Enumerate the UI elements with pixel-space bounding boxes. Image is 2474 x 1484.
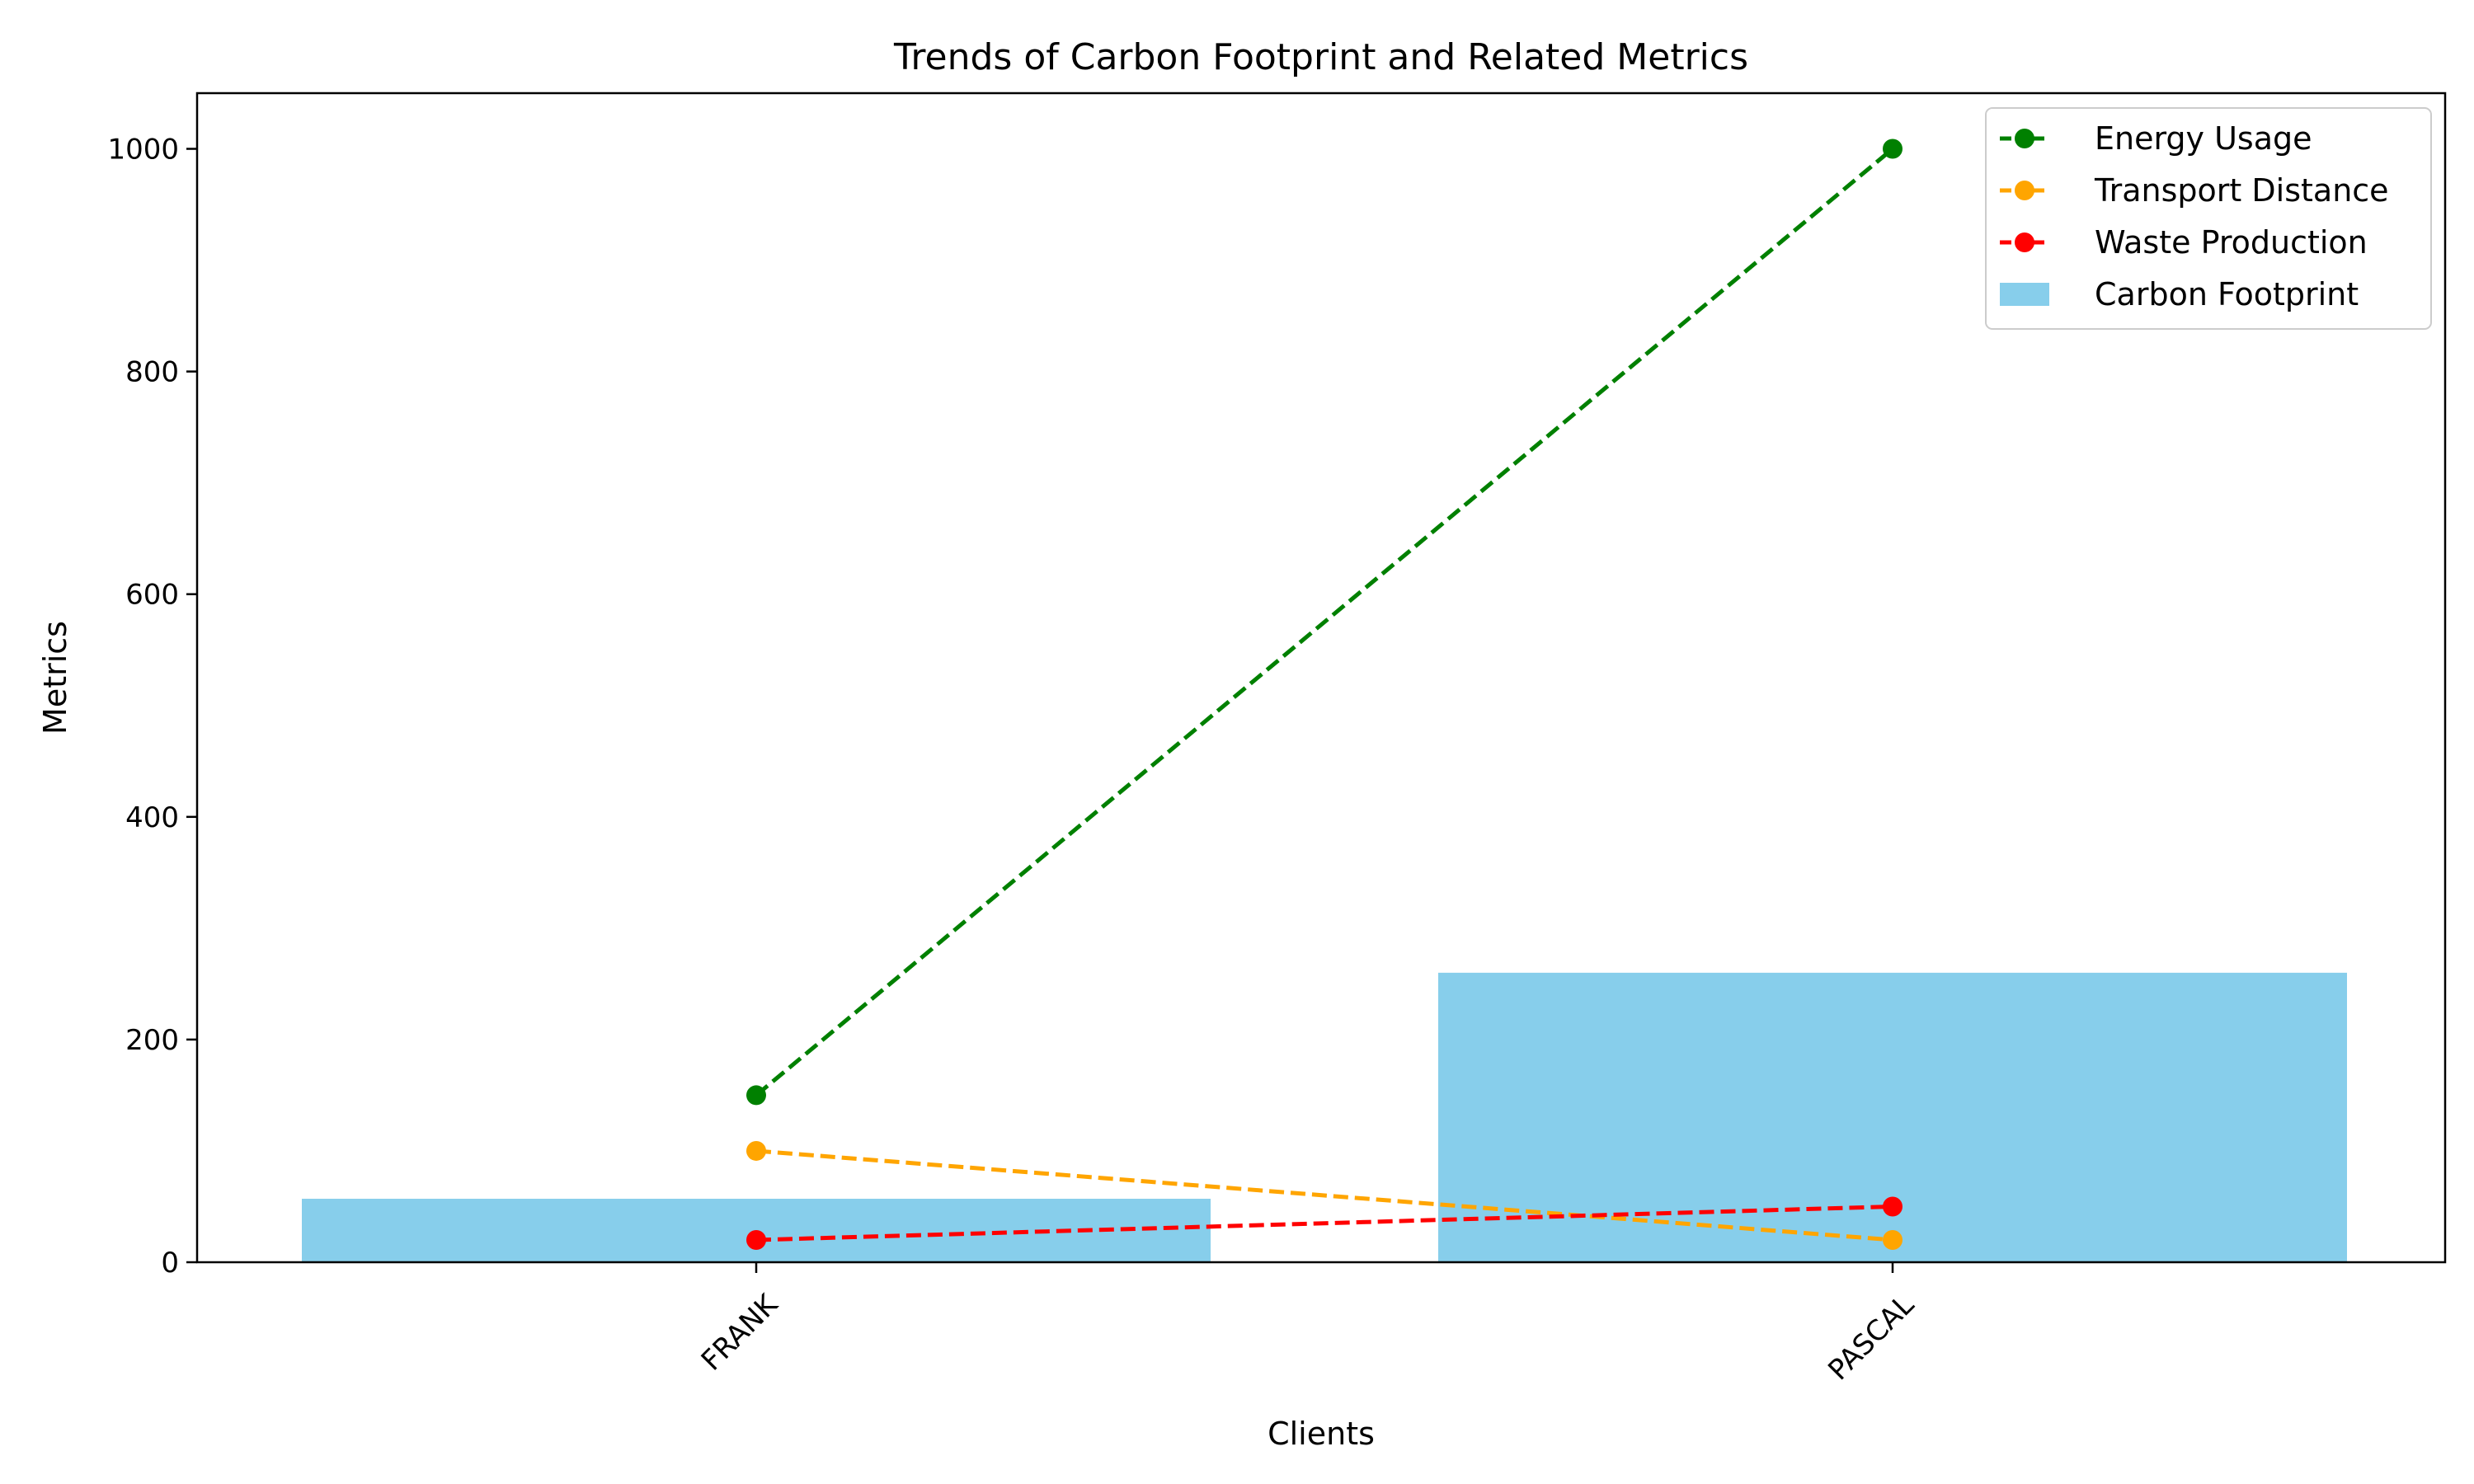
y-tick-label-600: 600	[125, 579, 179, 612]
legend-label-carbon-footprint: Carbon Footprint	[2095, 276, 2359, 312]
legend-label-transport-distance: Transport Distance	[2094, 172, 2389, 209]
y-tick-label-1000: 1000	[107, 134, 179, 167]
legend-swatch-carbon-footprint	[2000, 283, 2049, 306]
legend-marker-transport-distance	[2015, 181, 2034, 200]
legend-box	[1985, 107, 2432, 330]
legend-label-waste-production: Waste Production	[2095, 224, 2368, 261]
point-energy-usage-pascal	[1883, 139, 1903, 159]
x-axis-label: Clients	[1268, 1416, 1375, 1452]
legend-marker-energy-usage	[2015, 129, 2034, 148]
plot-frame	[195, 92, 2447, 1264]
legend-marker-waste-production	[2015, 232, 2034, 252]
point-waste-production-frank	[746, 1229, 766, 1250]
chart-title: Trends of Carbon Footprint and Related M…	[893, 36, 1748, 78]
point-energy-usage-frank	[746, 1085, 766, 1106]
point-transport-distance-frank	[746, 1140, 766, 1161]
legend-label-energy-usage: Energy Usage	[2095, 120, 2312, 157]
y-tick-label-400: 400	[125, 801, 179, 834]
point-waste-production-pascal	[1883, 1196, 1903, 1217]
line-energy-usage	[755, 147, 1894, 1097]
lines-layer	[746, 139, 1903, 1250]
line-waste-production	[755, 1204, 1893, 1242]
y-axis: 0 200 400 600 800 1000	[107, 134, 197, 1280]
line-transport-distance	[755, 1148, 1893, 1242]
y-axis-label: Metrics	[37, 621, 73, 735]
bar-carbon-footprint-pascal	[1438, 972, 2347, 1262]
y-tick-label-200: 200	[125, 1024, 179, 1057]
point-transport-distance-pascal	[1883, 1229, 1903, 1250]
y-tick-label-0: 0	[161, 1247, 179, 1280]
legend: Energy Usage Transport Distance Waste Prod…	[1985, 107, 2432, 330]
y-tick-label-800: 800	[125, 356, 179, 389]
